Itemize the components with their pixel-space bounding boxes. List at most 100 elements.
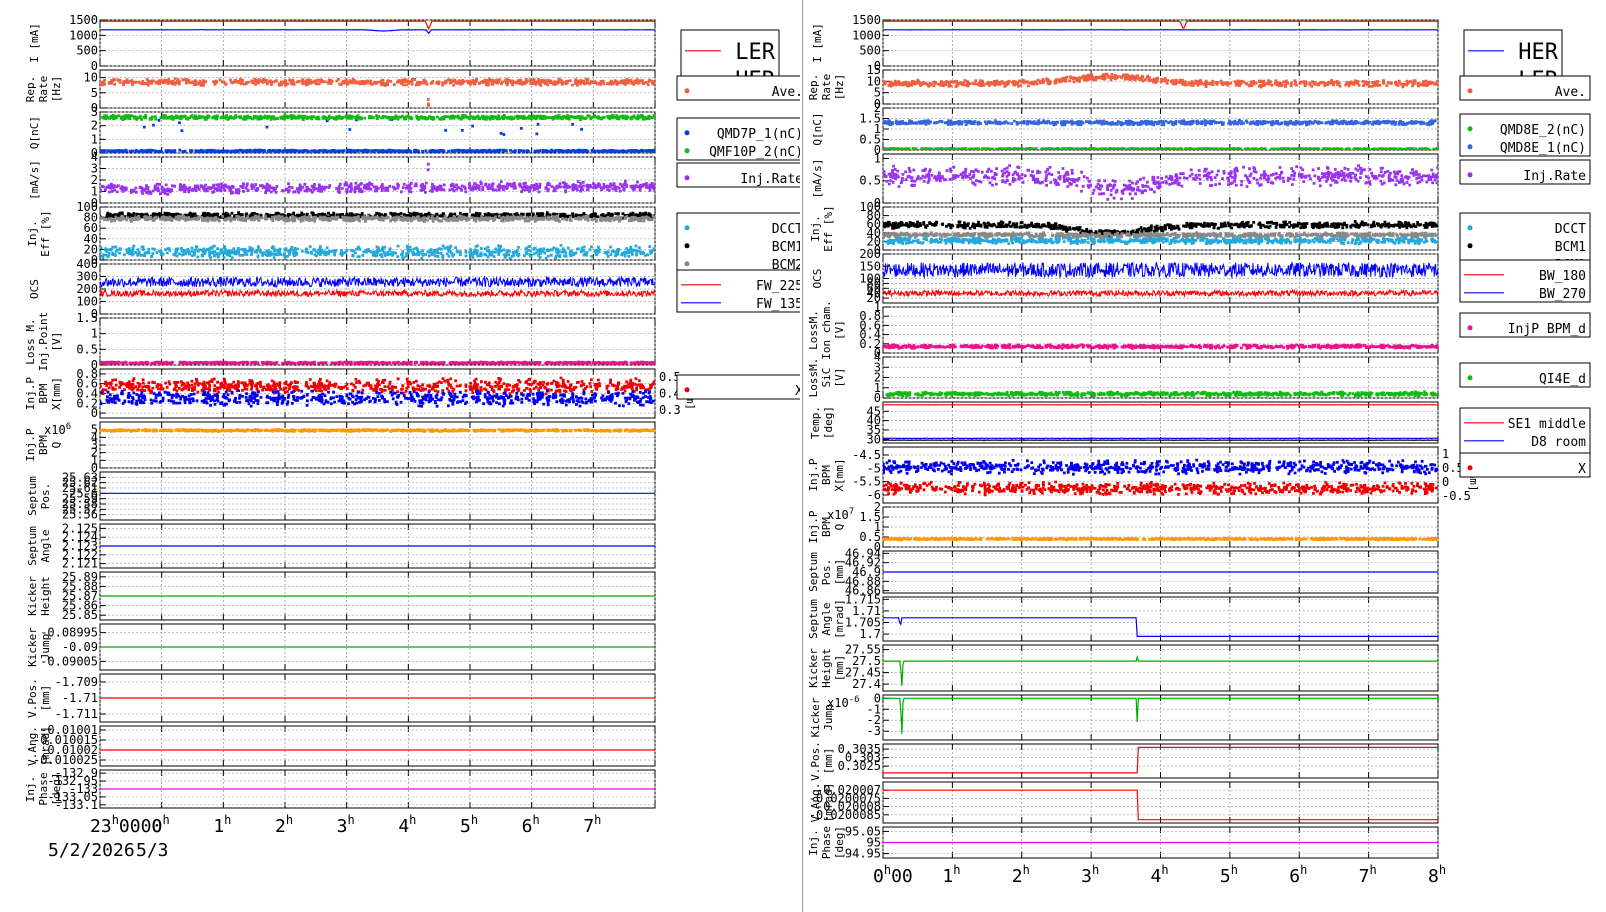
y-tick-label: 60 (867, 217, 881, 231)
y-tick-label: 0.8 (76, 367, 98, 381)
series-inj-rate-points (883, 164, 1438, 201)
y-axis-label: [V] (50, 332, 63, 352)
y-axis-label: Septum (26, 526, 39, 566)
y-tick-label: 25.86 (62, 599, 98, 613)
y-tick-label: 1 (874, 381, 881, 395)
legend-label: QMD8E_1(nC) (1500, 141, 1586, 156)
y-tick-label: 20 (867, 234, 881, 248)
series-bcm2 (883, 231, 1438, 239)
y-axis-label: Angle (39, 529, 52, 562)
legend-box (676, 269, 800, 313)
y-tick-label: 25.58 (62, 497, 98, 511)
y-tick-label: 95 (867, 836, 881, 850)
legend-swatch (684, 225, 690, 231)
legend-box (1459, 159, 1591, 185)
y-tick-label: -4.5 (852, 448, 881, 462)
legend-swatch (1467, 225, 1473, 231)
series-fw-135 (100, 275, 655, 288)
legend-label: D8 room (1531, 435, 1586, 450)
y-tick-label: 0 (91, 59, 98, 73)
legend-swatch (684, 175, 690, 181)
legend-label: Ave. (772, 85, 800, 100)
y-tick-label: 40 (867, 226, 881, 240)
legend: Ave. (676, 75, 800, 101)
y-tick-label: 25.88 (62, 579, 98, 593)
y-tick-label: 1 (91, 327, 98, 341)
y-tick-label: 80 (84, 211, 98, 225)
series-qmd8e-1-nc- (883, 119, 1437, 127)
y-tick-label: 2.121 (62, 557, 98, 571)
y-tick-label: 0 (91, 196, 98, 210)
y-tick-label: -1.71 (62, 691, 98, 705)
series-injp-bpm-d (883, 343, 1438, 350)
series-ang (883, 617, 1438, 637)
legend-label: QMD8E_2(nC) (1500, 123, 1586, 138)
y-tick-label: 0 (91, 358, 98, 372)
y-tick-label: -3 (867, 724, 881, 738)
plot-area (883, 20, 1438, 31)
y-axis-label: [mrad] (822, 783, 835, 823)
her-panel-vang: -0.020007-0.0200075-0.020008-0.0200085V.… (809, 781, 1439, 824)
y-axis-label: Inj. (809, 215, 822, 242)
series-qmd7p-1-nc- (100, 117, 655, 153)
legend-box (676, 75, 800, 101)
y-axis-label: Q (50, 442, 63, 449)
legend-label: X (1578, 462, 1586, 477)
y-axis-label: Pos. (39, 483, 52, 510)
y-tick-label: 0 (91, 307, 98, 321)
plot-area (100, 428, 655, 433)
series-ave--points (100, 77, 655, 107)
y-tick-label: 1500 (852, 13, 881, 27)
series-bcm1-points (100, 211, 655, 220)
series-fw-225 (100, 288, 655, 299)
series-ler (100, 20, 655, 31)
series-qmd7p-1-nc--points (100, 117, 655, 153)
legend: QMD8E_2(nC) QMD8E_1(nC) (1459, 113, 1591, 157)
series-dcct (100, 244, 655, 260)
x-tick-label: 23h0000 (90, 813, 162, 837)
y-tick-label: 0 (874, 143, 881, 157)
legend-label: FW_225 (756, 279, 800, 294)
y-tick-label: 46.9 (852, 565, 881, 579)
exponent-label: x107 (827, 507, 854, 522)
series-kh (883, 654, 1438, 686)
y-axis-label: OCS (28, 279, 41, 299)
y-tick-label: 0.8 (859, 309, 881, 323)
plot-area (883, 746, 1438, 774)
legend-swatch (684, 130, 690, 136)
y-tick-label: 0 (91, 253, 98, 267)
x-tick-label: 3h (337, 813, 355, 837)
y-axis-label: X[mm] (833, 458, 846, 491)
legend: BW_180 BW_270 (1459, 259, 1591, 303)
legend-swatch (1467, 144, 1473, 150)
plot-area (100, 275, 655, 299)
plot-area (100, 376, 655, 408)
y-axis-label: Jump (822, 704, 835, 731)
y-tick-label: 4 (91, 150, 98, 164)
y-axis-label: Q[nC] (28, 116, 41, 149)
plot-area (100, 20, 655, 35)
series-her (100, 29, 655, 35)
y-tick-label: 0 (874, 196, 881, 210)
y2-tick-label: 0.3 (659, 403, 681, 417)
y-tick-label: 0.2 (76, 396, 98, 410)
series-qmd8e-2-nc--points (883, 147, 1438, 150)
series-qi4e-d (885, 390, 1438, 398)
plot-area (100, 211, 655, 260)
y-axis-label: [V] (833, 368, 846, 388)
series-q (100, 428, 655, 433)
y-tick-label: 1000 (69, 28, 98, 42)
y-tick-label: 0.2 (859, 337, 881, 351)
series-q-points (100, 428, 655, 433)
series-inj-rate (883, 164, 1438, 201)
y-axis-label: BPM (37, 383, 50, 403)
